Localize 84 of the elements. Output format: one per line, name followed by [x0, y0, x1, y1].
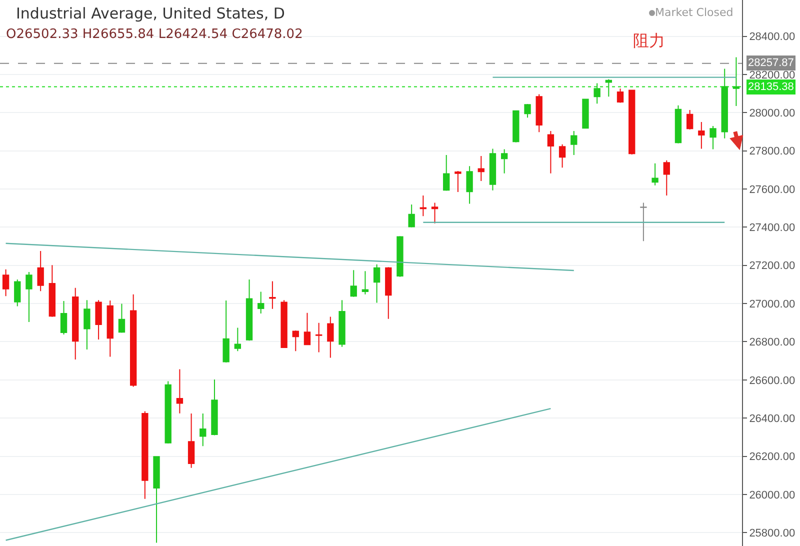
- candlestick: [164, 380, 172, 444]
- candlestick: [246, 278, 253, 342]
- candlestick: [14, 278, 21, 307]
- candlestick: [153, 456, 160, 544]
- candlestick: [663, 160, 670, 196]
- candlestick: [628, 89, 636, 155]
- candlestick: [570, 130, 578, 156]
- y-tick-label: 28000.00: [749, 107, 796, 120]
- y-tick-label: 25800.00: [749, 527, 796, 540]
- y-tick-label: 27200.00: [749, 260, 796, 272]
- candlestick: [420, 194, 427, 217]
- candlestick: [338, 300, 346, 348]
- candlestick: [200, 413, 206, 447]
- candlestick: [142, 410, 148, 500]
- candlestick: [37, 250, 44, 292]
- candlestick: [106, 300, 114, 358]
- candlestick: [594, 82, 600, 104]
- ref-line-label: 28257.87: [748, 57, 794, 69]
- candlestick: [443, 154, 450, 192]
- candlestick: [396, 236, 404, 278]
- candlestick: [60, 300, 68, 335]
- candlestick: [500, 148, 508, 174]
- candlestick: [674, 104, 682, 144]
- candlestick: [698, 121, 705, 150]
- candlestick: [478, 155, 484, 182]
- y-tick-label: 27800.00: [749, 146, 796, 158]
- candlestick: [350, 270, 357, 298]
- candlestick: [582, 98, 589, 130]
- candlestick: [176, 368, 184, 414]
- candlestick: [408, 204, 415, 228]
- candlestick: [315, 322, 322, 353]
- candlestick: [258, 291, 264, 314]
- candlestick: [26, 272, 32, 323]
- candlestick: [2, 268, 10, 297]
- candlestick: [280, 300, 288, 348]
- text: O26502.33 H26655.84 L26424.54 C26478.02: [6, 27, 303, 42]
- candlestick: [130, 294, 137, 388]
- candlestick: [536, 94, 542, 133]
- candlestick: [211, 379, 218, 436]
- candlestick: [721, 68, 728, 139]
- candlestick: [454, 170, 462, 193]
- candlestick: [605, 78, 612, 98]
- candlestick: [118, 303, 126, 334]
- annotation: Market Closed: [655, 6, 734, 19]
- y-tick-label: 28400.00: [749, 31, 796, 44]
- candlestick: [512, 110, 520, 143]
- candlestick: [292, 330, 299, 352]
- candlestick: [385, 266, 392, 320]
- y-tick-label: 26800.00: [749, 336, 796, 349]
- candlestick: [732, 56, 740, 106]
- candlestick: [304, 312, 311, 346]
- candlestick: [710, 126, 716, 150]
- candlestick: [95, 300, 102, 340]
- candlestick: [373, 264, 380, 304]
- candlestick: [188, 413, 195, 468]
- candlestick: [327, 316, 334, 358]
- y-tick-label: 27400.00: [749, 222, 796, 234]
- candlestick: [616, 88, 624, 104]
- candlestick: [48, 264, 56, 318]
- candlestick: [234, 327, 242, 352]
- candlestick: [524, 104, 531, 118]
- annotation: 阻力: [633, 31, 665, 50]
- candlestick: [269, 280, 276, 310]
- candlestick: [84, 300, 90, 350]
- candlestick: [640, 202, 647, 242]
- candlestick: [652, 162, 658, 186]
- ref-line-label: 28135.38: [748, 81, 794, 93]
- candlestick: [686, 109, 694, 130]
- y-tick-label: 28200.00: [749, 69, 796, 82]
- candlestick: [547, 130, 554, 174]
- candlestick: [222, 300, 230, 364]
- candlestick: [431, 202, 438, 224]
- chart-title: Industrial Average, United States, D: [16, 4, 285, 23]
- y-tick-label: 26000.00: [749, 489, 796, 502]
- candlestick: [466, 166, 473, 204]
- candlestick: [489, 148, 496, 191]
- y-tick-label: 27600.00: [749, 184, 796, 196]
- candlestick: [362, 270, 369, 295]
- y-tick-label: 27000.00: [749, 298, 796, 310]
- y-tick-label: 26200.00: [749, 451, 796, 464]
- candlestick: [72, 287, 79, 360]
- candlestick: [558, 144, 566, 168]
- y-tick-label: 26600.00: [749, 374, 796, 387]
- y-tick-label: 26400.00: [749, 412, 796, 425]
